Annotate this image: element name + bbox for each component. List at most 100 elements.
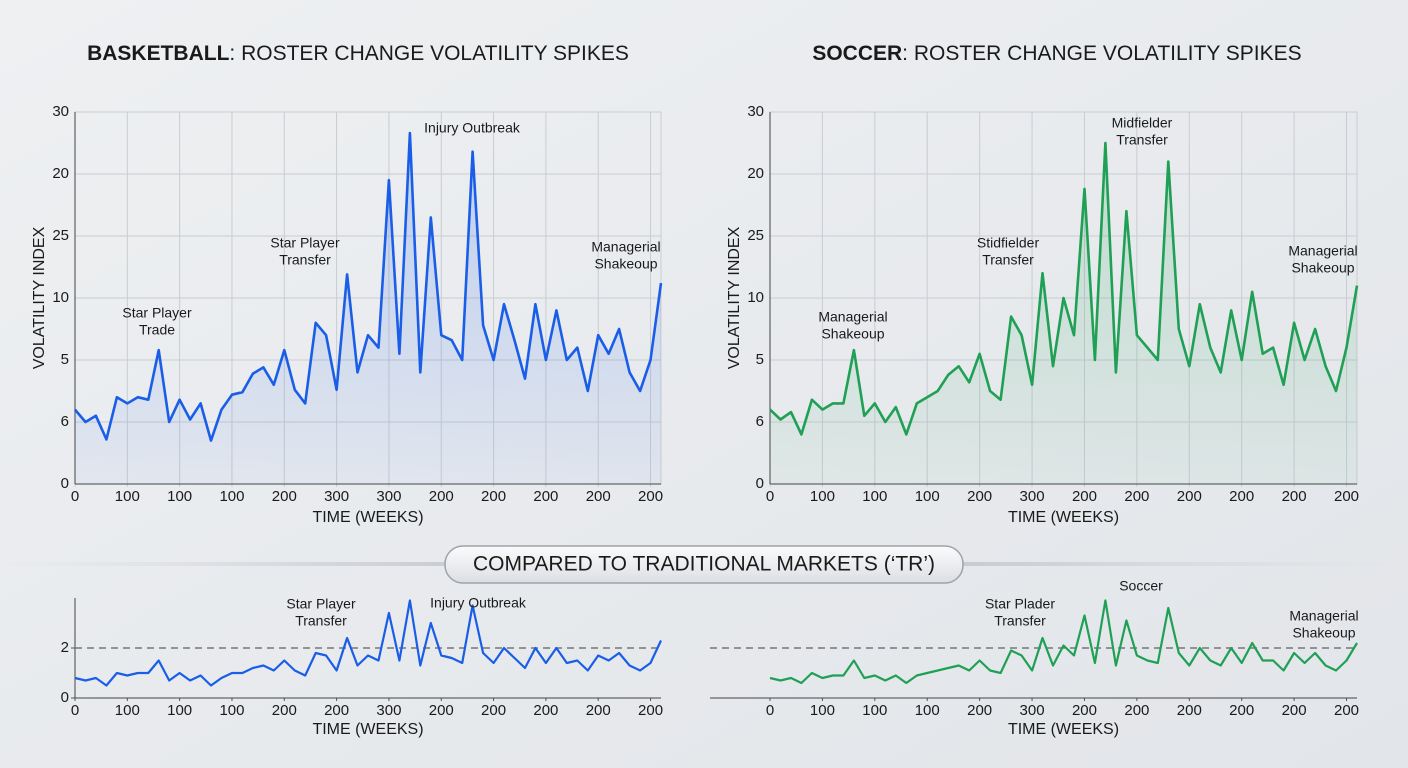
annotation: Soccer	[1119, 578, 1163, 594]
x-tick-label: 100	[862, 702, 887, 719]
y-tick-label: 5	[61, 351, 69, 368]
y-tick-label: 0	[61, 475, 69, 492]
x-tick-label: 300	[376, 702, 401, 719]
y-tick-label: 2	[61, 639, 69, 656]
title-rest: : ROSTER CHANGE VOLATILITY SPIKES	[902, 42, 1302, 65]
annotation: Managerial	[1289, 608, 1358, 624]
title-emphasis: BASKETBALL	[87, 42, 229, 65]
x-tick-label: 100	[862, 488, 887, 505]
line	[74, 131, 663, 442]
x-tick-label: 200	[638, 702, 663, 719]
annotation: Shakeoup	[821, 326, 884, 342]
y-axis-title: VOLATILITY INDEX	[726, 226, 743, 369]
annotation: Star Player	[286, 596, 356, 612]
x-tick-label: 200	[272, 702, 297, 719]
line	[74, 599, 662, 687]
annotation: Transfer	[982, 252, 1034, 268]
annotation: Transfer	[279, 252, 331, 268]
line	[769, 599, 1358, 685]
x-tick-label: 200	[1124, 702, 1149, 719]
y-tick-label: 30	[747, 103, 764, 120]
y-tick-label: 10	[52, 289, 69, 306]
title-rest: : ROSTER CHANGE VOLATILITY SPIKES	[229, 42, 629, 65]
x-tick-label: 200	[1229, 488, 1254, 505]
x-tick-label: 200	[429, 488, 454, 505]
y-tick-label: 10	[747, 289, 764, 306]
x-tick-label: 100	[115, 488, 140, 505]
x-tick-label: 200	[586, 702, 611, 719]
x-tick-label: 200	[1072, 702, 1097, 719]
x-tick-label: 0	[766, 702, 774, 719]
x-tick-label: 200	[272, 488, 297, 505]
x-tick-label: 200	[481, 488, 506, 505]
x-tick-label: 100	[115, 702, 140, 719]
x-tick-label: 0	[766, 488, 774, 505]
x-tick-label: 200	[533, 702, 558, 719]
x-tick-label: 200	[533, 488, 558, 505]
x-tick-label: 200	[586, 488, 611, 505]
annotation: Shakeoup	[594, 256, 657, 272]
chart-title: BASKETBALL: ROSTER CHANGE VOLATILITY SPI…	[87, 42, 629, 65]
y-tick-label: 20	[52, 165, 69, 182]
annotation: Injury Outbreak	[430, 595, 527, 611]
x-tick-label: 200	[481, 702, 506, 719]
x-tick-label: 200	[638, 488, 663, 505]
x-tick-label: 200	[967, 488, 992, 505]
annotation: Trade	[139, 322, 175, 338]
y-tick-label: 0	[61, 689, 69, 706]
annotation: Stidfielder	[977, 235, 1040, 251]
y-tick-label: 6	[61, 413, 69, 430]
annotation: Managerial	[818, 309, 887, 325]
annotation: Shakeoup	[1292, 625, 1355, 641]
y-axis-title: VOLATILITY INDEX	[31, 226, 48, 369]
banner-text: COMPARED TO TRADITIONAL MARKETS (‘TR’)	[473, 553, 935, 576]
annotation: Transfer	[295, 613, 347, 629]
annotation: Star Plader	[985, 596, 1055, 612]
banner-pill	[444, 545, 964, 584]
x-tick-label: 300	[1020, 488, 1045, 505]
x-tick-label: 0	[71, 702, 79, 719]
y-tick-label: 5	[756, 351, 764, 368]
y-tick-label: 30	[52, 103, 69, 120]
x-tick-label: 100	[167, 702, 192, 719]
x-tick-label: 200	[1229, 702, 1254, 719]
area	[770, 143, 1357, 484]
annotation: Managerial	[591, 239, 660, 255]
x-tick-label: 100	[219, 488, 244, 505]
annotation: Injury Outbreak	[424, 120, 521, 136]
y-tick-label: 25	[52, 227, 69, 244]
x-tick-label: 300	[1020, 702, 1045, 719]
x-tick-label: 200	[1282, 702, 1307, 719]
x-tick-label: 300	[324, 488, 349, 505]
x-tick-label: 200	[1282, 488, 1307, 505]
x-tick-label: 200	[324, 702, 349, 719]
x-tick-label: 200	[1334, 702, 1359, 719]
x-tick-label: 200	[1177, 702, 1202, 719]
x-axis-title: TIME (WEEKS)	[312, 721, 423, 738]
y-tick-label: 0	[756, 475, 764, 492]
x-tick-label: 200	[1334, 488, 1359, 505]
x-axis-title: TIME (WEEKS)	[312, 509, 423, 526]
x-tick-label: 200	[429, 702, 454, 719]
x-tick-label: 100	[167, 488, 192, 505]
y-tick-label: 6	[756, 413, 764, 430]
x-tick-label: 100	[219, 702, 244, 719]
x-axis-title: TIME (WEEKS)	[1008, 721, 1119, 738]
annotation: Transfer	[1116, 132, 1168, 148]
y-tick-label: 25	[747, 227, 764, 244]
chart-title: SOCCER: ROSTER CHANGE VOLATILITY SPIKES	[812, 42, 1301, 65]
line	[769, 141, 1359, 436]
annotation: Transfer	[994, 613, 1046, 629]
x-tick-label: 200	[1177, 488, 1202, 505]
x-tick-label: 100	[915, 488, 940, 505]
annotation: Shakeoup	[1291, 260, 1354, 276]
annotation: Midfielder	[1112, 115, 1173, 131]
area	[75, 133, 661, 484]
x-tick-label: 100	[810, 702, 835, 719]
x-tick-label: 200	[967, 702, 992, 719]
y-tick-label: 20	[747, 165, 764, 182]
x-tick-label: 200	[1124, 488, 1149, 505]
x-tick-label: 100	[810, 488, 835, 505]
x-tick-label: 200	[1072, 488, 1097, 505]
